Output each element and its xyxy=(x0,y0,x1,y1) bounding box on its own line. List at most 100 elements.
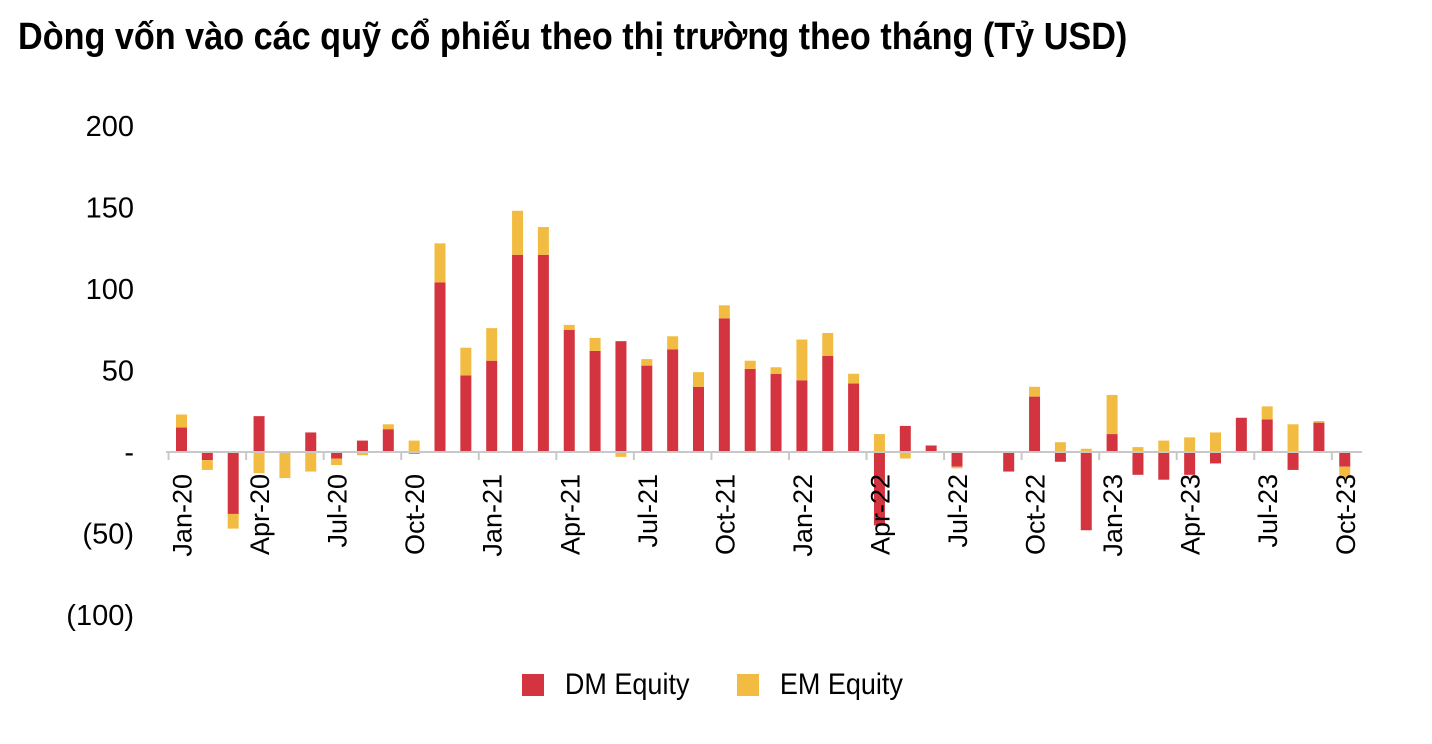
bar-dm-aug-20 xyxy=(356,440,368,452)
bar-em-apr-20 xyxy=(253,452,265,474)
legend-swatch-em xyxy=(736,674,759,696)
bar-dm-mar-20 xyxy=(227,452,239,514)
bar-em-apr-22 xyxy=(873,434,885,452)
bar-em-jul-23 xyxy=(1261,406,1273,420)
y-axis: 200 150 100 50 - (50) (100) xyxy=(66,111,134,632)
bar-dm-jul-22 xyxy=(951,452,963,467)
bar-dm-sep-23 xyxy=(1313,422,1325,452)
x-tick-label: Apr-20 xyxy=(245,474,275,555)
bar-em-mar-20 xyxy=(227,513,239,529)
bar-em-jan-20 xyxy=(176,414,187,428)
bar-em-nov-22 xyxy=(1054,442,1066,452)
bar-dm-may-21 xyxy=(589,350,601,452)
bar-em-sep-20 xyxy=(382,424,394,430)
x-tick-label: Apr-22 xyxy=(865,474,895,555)
bar-em-jan-22 xyxy=(796,339,808,381)
x-tick-label: Jan-22 xyxy=(788,474,818,557)
legend-item-dm: DM Equity xyxy=(522,668,696,702)
bars xyxy=(176,210,1351,531)
bar-em-feb-22 xyxy=(822,333,834,356)
x-tick-label: Oct-20 xyxy=(400,474,430,555)
bar-dm-apr-22 xyxy=(873,452,885,526)
legend-label-dm: DM Equity xyxy=(565,668,690,701)
bar-em-jul-20 xyxy=(331,458,343,466)
chart-canvas: 200 150 100 50 - (50) (100) Jan-20 Apr-20 Jul-20… xyxy=(66,111,1362,632)
bar-em-may-20 xyxy=(279,452,291,479)
x-tick-label: Jul-23 xyxy=(1253,474,1283,548)
bar-dm-jun-23 xyxy=(1235,417,1247,452)
legend-swatch-dm xyxy=(522,674,545,696)
bar-em-oct-20 xyxy=(408,440,420,452)
y-tick-label: 50 xyxy=(102,356,134,388)
y-tick-label: 200 xyxy=(86,111,134,143)
bar-em-feb-21 xyxy=(512,210,524,255)
bar-dm-jun-20 xyxy=(305,432,317,452)
bar-dm-aug-21 xyxy=(667,349,679,452)
bar-em-oct-21 xyxy=(718,305,730,319)
bar-em-may-23 xyxy=(1210,432,1221,452)
bar-em-apr-21 xyxy=(563,324,575,330)
bar-dm-mar-22 xyxy=(848,383,860,452)
x-tick-label: Apr-23 xyxy=(1176,474,1206,555)
x-tick-label: Oct-21 xyxy=(710,474,740,555)
bar-em-sep-23 xyxy=(1313,421,1325,423)
bar-em-oct-23 xyxy=(1339,466,1351,479)
bar-dm-sep-22 xyxy=(1003,452,1015,472)
x-tick-label: Jan-21 xyxy=(478,474,508,557)
x-tick-label: Oct-22 xyxy=(1021,474,1051,555)
x-axis: Jan-20 Apr-20 Jul-20 Oct-20 Jan-21 Apr-21 Jul-… xyxy=(168,452,1361,557)
bar-dm-nov-22 xyxy=(1054,452,1066,462)
bar-dm-dec-21 xyxy=(770,373,782,452)
bar-dm-apr-23 xyxy=(1184,452,1196,475)
x-tick-label: Jul-20 xyxy=(323,474,353,548)
legend-item-em: EM Equity xyxy=(736,668,910,702)
bar-em-feb-23 xyxy=(1132,447,1144,452)
x-tick-label: Apr-21 xyxy=(555,474,585,555)
y-tick-label: (100) xyxy=(66,600,134,632)
x-tick-label: Jul-21 xyxy=(633,474,663,548)
bar-dm-sep-21 xyxy=(693,386,704,452)
bar-em-may-21 xyxy=(589,337,601,351)
y-tick-label: - xyxy=(124,437,134,469)
bar-dm-oct-22 xyxy=(1029,396,1041,452)
bar-dm-feb-20 xyxy=(201,452,213,461)
y-tick-label: 150 xyxy=(86,193,134,225)
bar-em-aug-21 xyxy=(667,336,679,350)
x-tick-label: Jan-23 xyxy=(1098,474,1128,557)
bar-em-apr-23 xyxy=(1184,437,1196,452)
legend-label-em: EM Equity xyxy=(779,668,903,701)
bar-dm-jul-20 xyxy=(331,452,343,459)
bar-em-jan-21 xyxy=(486,328,498,361)
bar-em-dec-20 xyxy=(460,347,472,376)
bar-em-aug-23 xyxy=(1287,424,1299,452)
bar-dm-feb-22 xyxy=(822,355,834,452)
bar-dm-sep-20 xyxy=(382,429,394,452)
bar-dm-mar-21 xyxy=(537,254,549,452)
bar-dm-jul-23 xyxy=(1261,419,1273,452)
bar-em-mar-21 xyxy=(537,227,549,255)
bar-em-oct-22 xyxy=(1029,386,1041,397)
x-tick-label: Jul-22 xyxy=(943,474,973,548)
bar-em-jun-21 xyxy=(615,452,627,457)
bar-dm-jun-22 xyxy=(925,445,937,452)
bar-dm-jan-20 xyxy=(176,427,187,452)
bar-dm-dec-20 xyxy=(460,375,472,452)
bar-em-aug-20 xyxy=(356,452,368,456)
bar-dm-apr-21 xyxy=(563,329,575,452)
bar-dm-may-22 xyxy=(899,425,911,452)
bar-dm-jul-21 xyxy=(641,365,653,452)
bar-dm-may-23 xyxy=(1210,452,1221,464)
bar-dm-oct-21 xyxy=(718,318,730,452)
bar-em-mar-22 xyxy=(848,373,860,384)
bar-dm-jan-22 xyxy=(796,380,808,452)
y-tick-label: (50) xyxy=(82,519,134,551)
x-tick-label: Oct-23 xyxy=(1331,474,1361,555)
bar-em-may-22 xyxy=(899,452,911,459)
bar-em-sep-21 xyxy=(693,372,704,387)
bar-dm-jan-23 xyxy=(1106,434,1118,452)
bar-em-nov-21 xyxy=(744,360,756,369)
chart-title: Dòng vốn vào các quỹ cổ phiếu theo thị t… xyxy=(18,16,1128,58)
bar-em-mar-23 xyxy=(1158,440,1170,452)
y-tick-label: 100 xyxy=(86,274,134,306)
bar-em-feb-20 xyxy=(201,460,213,470)
